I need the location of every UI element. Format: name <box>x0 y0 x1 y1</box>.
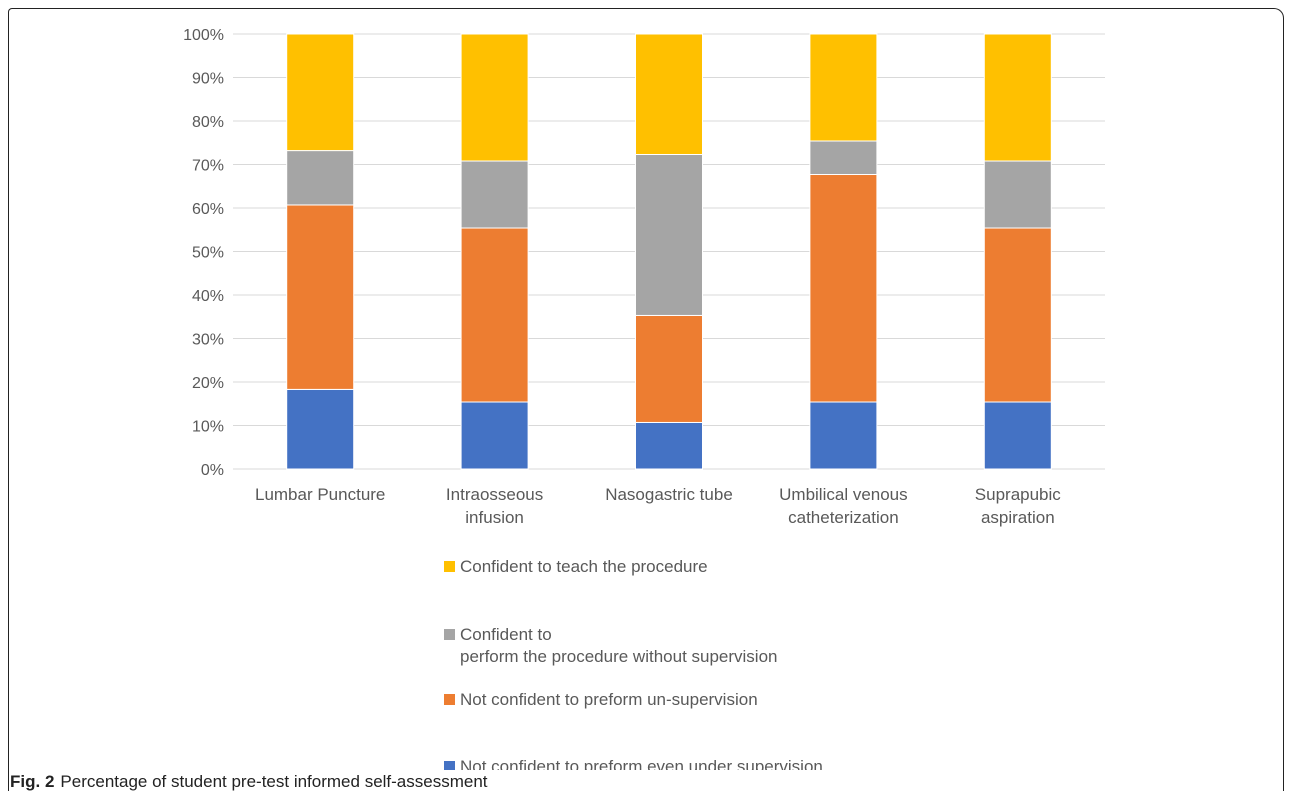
bar-segment <box>983 33 1052 162</box>
bar-segment <box>635 421 703 470</box>
x-category-label: infusion <box>465 508 524 527</box>
y-tick-label: 80% <box>192 114 224 131</box>
stacked-bar-chart: 0% 10% 20% 30% 40% 50% 60% 70% 80% 90% 100% Lumbar… <box>183 27 1105 770</box>
y-tick-label: 20% <box>192 375 224 392</box>
y-tick-label: 0% <box>201 462 224 479</box>
bar-segment <box>286 388 355 470</box>
x-category-label: Umbilical venous <box>779 485 908 504</box>
legend-label: Confident to <box>460 625 552 644</box>
y-tick-label: 70% <box>192 158 224 175</box>
legend: Confident to teach the procedure Confiden… <box>444 557 823 770</box>
y-tick-label: 60% <box>192 201 224 218</box>
bar-segment <box>809 401 878 470</box>
caption-label: Fig. 2 <box>10 772 55 791</box>
legend-swatch <box>444 761 455 770</box>
x-category-label: catheterization <box>788 508 899 527</box>
x-category-label: Suprapubic <box>975 485 1062 504</box>
bar-segment <box>983 401 1052 470</box>
legend-label: Not confident to preform even under supe… <box>460 757 823 770</box>
legend-swatch <box>444 561 455 572</box>
figure-frame <box>8 8 1284 791</box>
figure-caption: Fig. 2 Percentage of student pre-test inf… <box>10 772 488 792</box>
bar-segment <box>635 153 703 316</box>
x-axis-categories: Lumbar Puncture Intraosseous infusion Nasog… <box>255 485 1061 527</box>
y-tick-label: 50% <box>192 245 224 262</box>
bar-segment <box>635 33 703 155</box>
bar-segment <box>460 401 529 470</box>
bar-segment <box>460 227 529 403</box>
y-tick-label: 100% <box>183 27 224 44</box>
y-tick-label: 40% <box>192 288 224 305</box>
bar-segment <box>809 140 878 176</box>
bar-segment <box>809 33 878 142</box>
bars <box>286 33 1052 470</box>
x-category-label: Intraosseous <box>446 485 543 504</box>
bar-segment <box>286 204 355 390</box>
bar-segment <box>460 160 529 229</box>
y-axis-ticks: 0% 10% 20% 30% 40% 50% 60% 70% 80% 90% 100% <box>183 27 224 479</box>
y-tick-label: 10% <box>192 419 224 436</box>
x-category-label: Lumbar Puncture <box>255 485 385 504</box>
y-tick-label: 90% <box>192 71 224 88</box>
bar-segment <box>983 160 1052 229</box>
legend-swatch <box>444 629 455 640</box>
x-category-label: Nasogastric tube <box>605 485 733 504</box>
legend-swatch <box>444 694 455 705</box>
bar-segment <box>460 33 529 162</box>
caption-text: Percentage of student pre-test informed … <box>60 772 488 791</box>
legend-label: Not confident to preform un-supervision <box>460 690 758 709</box>
bar-segment <box>286 33 355 152</box>
legend-label: Confident to teach the procedure <box>460 557 708 576</box>
y-tick-label: 30% <box>192 332 224 349</box>
bar-segment <box>983 227 1052 403</box>
x-category-label: aspiration <box>981 508 1055 527</box>
bar-segment <box>286 150 355 206</box>
bar-segment <box>635 314 703 423</box>
legend-label: perform the procedure without supervisio… <box>460 647 778 666</box>
bar-segment <box>809 174 878 403</box>
